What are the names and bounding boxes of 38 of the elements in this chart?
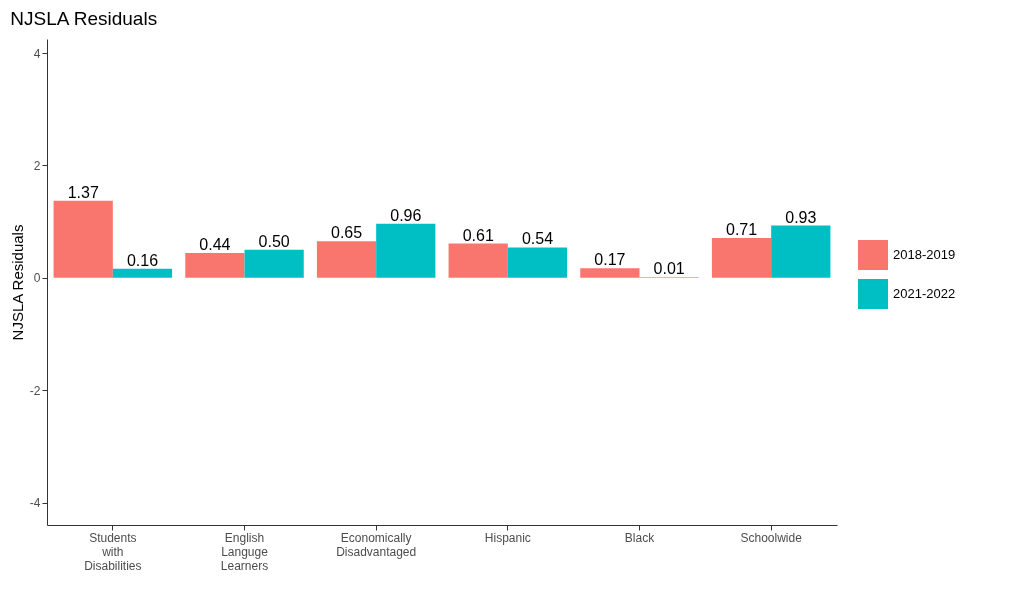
- x-tick-label: Black: [624, 530, 656, 545]
- data-label: 1.37: [67, 183, 99, 201]
- bar: [316, 241, 377, 278]
- bar: [53, 200, 113, 278]
- data-label: 0.50: [258, 232, 290, 250]
- data-label: 0.54: [521, 230, 554, 248]
- data-label: 0.16: [126, 251, 159, 269]
- x-tick-label: Economically Disadvantaged: [336, 530, 417, 559]
- y-tick-label: -2: [29, 383, 41, 398]
- data-label: 0.44: [199, 236, 231, 254]
- y-tick-label: -4: [29, 496, 41, 511]
- bar: [112, 268, 173, 278]
- data-label: 0.93: [785, 208, 817, 226]
- data-label: 0.96: [390, 206, 422, 224]
- x-tick-label: Schoolwide: [740, 530, 803, 545]
- legend-label: 2021-2022: [893, 286, 956, 301]
- bar: [711, 237, 772, 278]
- bar: [507, 247, 568, 278]
- data-label: 0.17: [594, 251, 626, 269]
- data-label: 0.01: [653, 260, 685, 278]
- bar: [580, 268, 640, 278]
- x-tick-label: Students with Disabilities: [84, 530, 142, 573]
- bar: [448, 243, 508, 278]
- y-tick-label: 2: [33, 158, 41, 173]
- y-tick-label: 4: [33, 46, 41, 61]
- x-tick-label: Hispanic: [484, 530, 531, 545]
- y-tick-label: 0: [33, 271, 41, 286]
- bar: [185, 253, 245, 278]
- data-label: 0.71: [725, 220, 758, 238]
- chart-title: NJSLA Residuals: [10, 8, 158, 29]
- bar: [376, 223, 436, 278]
- bar: [244, 249, 304, 278]
- bar: [771, 225, 831, 278]
- x-tick-label: English Languge Learners: [220, 530, 269, 573]
- data-label: 0.61: [462, 226, 494, 244]
- y-axis-title: NJSLA Residuals: [8, 224, 26, 341]
- data-label: 0.65: [330, 224, 363, 242]
- legend-label: 2018-2019: [893, 247, 956, 262]
